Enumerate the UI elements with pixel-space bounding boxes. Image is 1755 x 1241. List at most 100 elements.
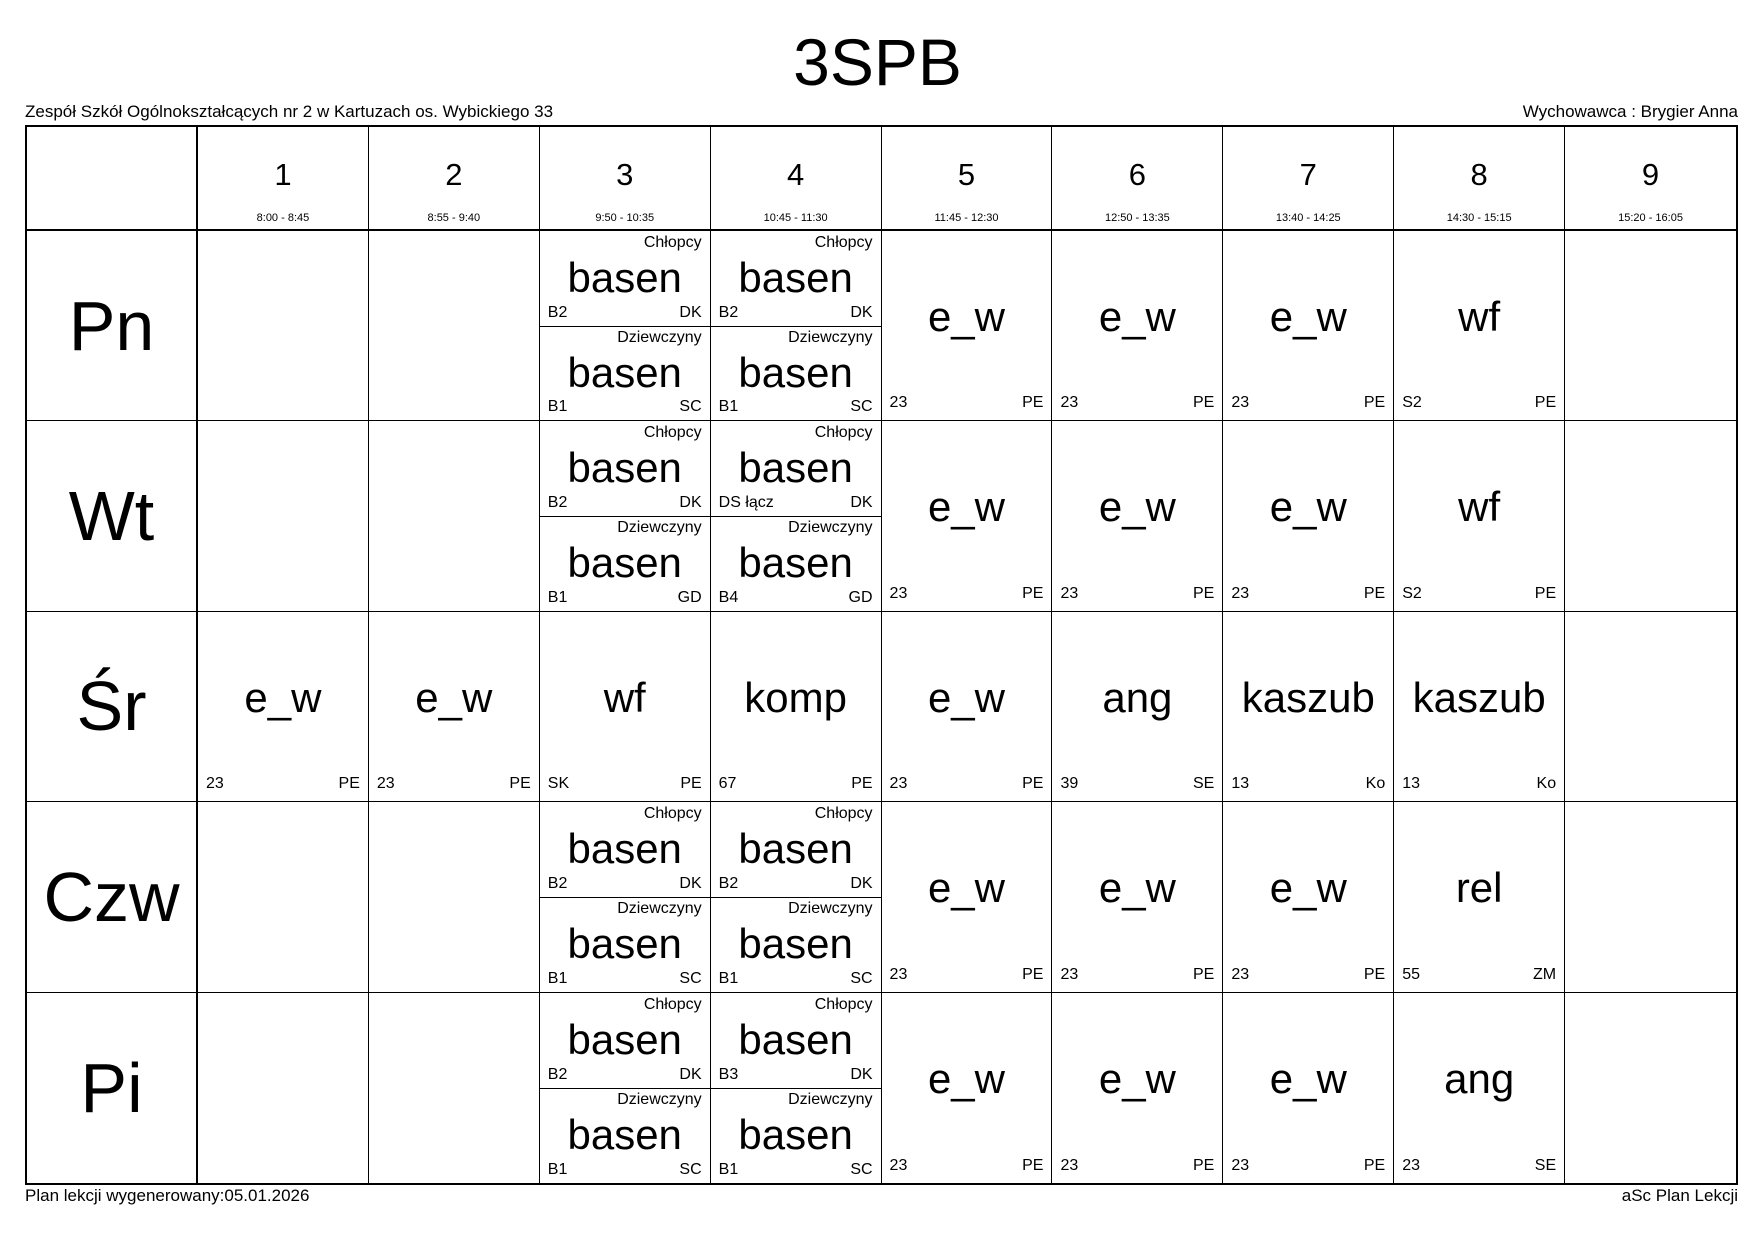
subject: basen: [567, 539, 682, 587]
teacher-code: DK: [679, 303, 702, 321]
lesson-cell[interactable]: e_w 23 PE: [1052, 421, 1224, 612]
lesson-cell[interactable]: ang 39 SE: [1052, 611, 1224, 803]
subject: e_w: [927, 483, 1006, 531]
room: 23: [376, 775, 395, 793]
lesson-cell[interactable]: e_w 23 PE: [881, 421, 1053, 612]
room: 55: [1402, 965, 1421, 983]
empty-cell: [369, 992, 540, 1183]
lesson-cell[interactable]: e_w 23 PE: [881, 231, 1053, 422]
lesson-cell[interactable]: e_w 23 PE: [1223, 992, 1395, 1183]
lesson-cell[interactable]: Chłopcy basen B2 DK Dziewczyny basen B1 SC: [539, 231, 711, 422]
room: 23: [1231, 1156, 1250, 1174]
lesson-cell[interactable]: wf S2 PE: [1394, 231, 1566, 422]
period-time: 12:50 - 13:35: [1104, 212, 1170, 224]
lesson-cell[interactable]: kaszub 13 Ko: [1394, 611, 1566, 803]
subject: kaszub: [1241, 673, 1375, 721]
group-lesson[interactable]: Chłopcy basen B2 DK: [710, 802, 881, 898]
lesson-cell[interactable]: e_w 23 PE: [1052, 231, 1224, 422]
period-header: 3 9:50 - 10:35: [539, 127, 711, 231]
teacher-code: GD: [677, 588, 702, 606]
lesson-cell[interactable]: Chłopcy basen B2 DK Dziewczyny basen B1 GD: [539, 421, 711, 612]
lesson-cell[interactable]: ang 23 SE: [1394, 992, 1566, 1183]
lesson-cell[interactable]: wf SK PE: [539, 611, 711, 803]
lesson-cell[interactable]: Chłopcy basen B2 DK Dziewczyny basen B1 SC: [710, 802, 882, 993]
lesson-cell[interactable]: e_w 23 PE: [1052, 992, 1224, 1183]
room: 23: [889, 584, 908, 602]
group-lesson[interactable]: Chłopcy basen B2 DK: [539, 993, 710, 1089]
lesson-cell[interactable]: kaszub 13 Ko: [1223, 611, 1395, 803]
lesson-cell[interactable]: e_w 23 PE: [198, 611, 369, 803]
group-lesson[interactable]: Dziewczyny basen B1 SC: [540, 1088, 710, 1183]
subject: basen: [738, 539, 853, 587]
day-label-cell: Czw: [27, 802, 198, 993]
lesson-cell[interactable]: rel 55 ZM: [1394, 802, 1566, 993]
group-lesson[interactable]: Dziewczyny basen B1 SC: [540, 326, 710, 421]
teacher-code: PE: [1534, 394, 1557, 412]
group-lesson[interactable]: Chłopcy basen DS łącz DK: [710, 421, 881, 518]
lesson-cell[interactable]: e_w 23 PE: [881, 802, 1053, 993]
teacher-code: PE: [1192, 584, 1215, 602]
group-lesson[interactable]: Dziewczyny basen B1 SC: [711, 326, 881, 421]
teacher-code: PE: [1534, 584, 1557, 602]
subject: e_w: [1269, 864, 1347, 912]
group-name: Chłopcy: [814, 234, 873, 251]
room: 23: [889, 775, 908, 793]
room: B2: [547, 1065, 568, 1083]
lesson-cell[interactable]: e_w 23 PE: [1223, 802, 1395, 993]
room: B4: [718, 588, 739, 606]
lesson-cell[interactable]: Chłopcy basen B2 DK Dziewczyny basen B1 SC: [710, 231, 882, 422]
lesson-cell[interactable]: Chłopcy basen B3 DK Dziewczyny basen B1 SC: [710, 992, 882, 1183]
subject: komp: [744, 673, 847, 721]
room: 39: [1060, 775, 1079, 793]
room: DS łącz: [718, 494, 774, 512]
period-number: 9: [1641, 157, 1660, 192]
day-label: Śr: [76, 667, 147, 746]
lesson-cell[interactable]: e_w 23 PE: [881, 611, 1053, 803]
lesson-cell[interactable]: Chłopcy basen B2 DK Dziewczyny basen B1 SC: [539, 992, 711, 1183]
group-lesson[interactable]: Dziewczyny basen B1 SC: [711, 897, 881, 992]
subject: basen: [738, 919, 853, 967]
group-name: Chłopcy: [643, 234, 702, 251]
lesson-cell[interactable]: e_w 23 PE: [1052, 802, 1224, 993]
group-lesson[interactable]: Chłopcy basen B2 DK: [539, 231, 710, 327]
group-lesson[interactable]: Dziewczyny basen B1 SC: [711, 1088, 881, 1183]
room: 13: [1231, 775, 1250, 793]
empty-cell: [1565, 802, 1736, 993]
lesson-cell[interactable]: e_w 23 PE: [1223, 421, 1395, 612]
teacher-code: PE: [1022, 965, 1044, 983]
lesson-cell[interactable]: e_w 23 PE: [368, 611, 540, 803]
group-lesson[interactable]: Dziewczyny basen B1 SC: [540, 897, 710, 992]
lesson-cell[interactable]: Chłopcy basen DS łącz DK Dziewczyny basen B4 GD: [710, 421, 882, 612]
period-time: 11:45 - 12:30: [934, 212, 999, 224]
corner-cell: [27, 127, 198, 231]
period-time: 9:50 - 10:35: [595, 212, 655, 224]
group-lesson[interactable]: Chłopcy basen B2 DK: [710, 231, 881, 327]
group-lesson[interactable]: Chłopcy basen B3 DK: [710, 993, 881, 1089]
period-time: 14:30 - 15:15: [1446, 212, 1512, 224]
lesson-cell[interactable]: komp 67 PE: [710, 611, 882, 803]
lesson-cell[interactable]: wf S2 PE: [1394, 421, 1566, 612]
period-time: 13:40 - 14:25: [1275, 212, 1341, 224]
room: 23: [1060, 1156, 1079, 1174]
lesson-cell[interactable]: e_w 23 PE: [882, 992, 1053, 1183]
group-lesson[interactable]: Chłopcy basen B2 DK: [539, 802, 710, 898]
teacher-code: PE: [1022, 1156, 1044, 1174]
teacher-code: SE: [1534, 1156, 1557, 1174]
day-label: Pi: [80, 1048, 143, 1127]
group-lesson[interactable]: Dziewczyny basen B4 GD: [711, 516, 881, 611]
room: B1: [547, 969, 568, 987]
teacher-code: DK: [850, 874, 873, 892]
teacher-code: PE: [1192, 965, 1215, 983]
lesson-cell[interactable]: e_w 23 PE: [1223, 231, 1395, 422]
group-lesson[interactable]: Chłopcy basen B2 DK: [539, 421, 710, 518]
school-name: Zespół Szkół Ogólnokształcących nr 2 w K…: [25, 102, 554, 121]
teacher-code: DK: [679, 874, 702, 892]
room: B1: [718, 969, 739, 987]
lesson-cell[interactable]: Chłopcy basen B2 DK Dziewczyny basen B1 SC: [539, 802, 711, 993]
empty-cell: [368, 802, 540, 993]
subject: e_w: [927, 1054, 1006, 1102]
group-lesson[interactable]: Dziewczyny basen B1 GD: [540, 516, 710, 611]
period-header: 9 15:20 - 16:05: [1565, 127, 1736, 231]
room: B2: [547, 874, 568, 892]
period-header: 2 8:55 - 9:40: [368, 127, 540, 231]
